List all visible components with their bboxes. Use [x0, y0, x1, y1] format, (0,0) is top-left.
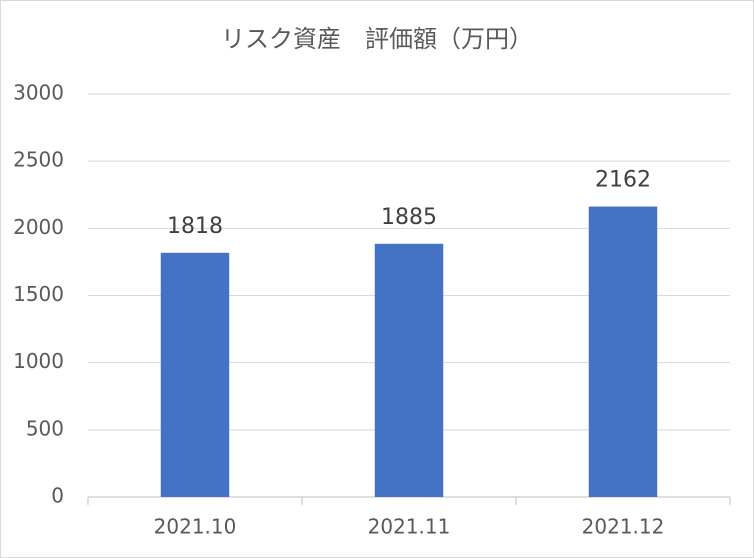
y-tick-label: 1000 [13, 349, 64, 373]
y-tick-label: 3000 [13, 81, 64, 105]
data-label: 1818 [167, 214, 223, 239]
y-tick-label: 1500 [13, 282, 64, 306]
x-tick-label: 2021.11 [368, 515, 451, 539]
y-tick-label: 2500 [13, 148, 64, 172]
y-tick-label: 0 [51, 484, 64, 508]
data-label: 2162 [595, 168, 651, 193]
bar [374, 243, 444, 497]
bar [588, 206, 658, 497]
y-tick-label: 500 [26, 416, 64, 440]
bar [160, 252, 230, 497]
y-tick-label: 2000 [13, 215, 64, 239]
chart-title: リスク資産 評価額（万円） [221, 25, 533, 53]
x-tick-label: 2021.10 [154, 515, 237, 539]
data-label: 1885 [381, 205, 437, 230]
x-tick-label: 2021.12 [582, 515, 665, 539]
